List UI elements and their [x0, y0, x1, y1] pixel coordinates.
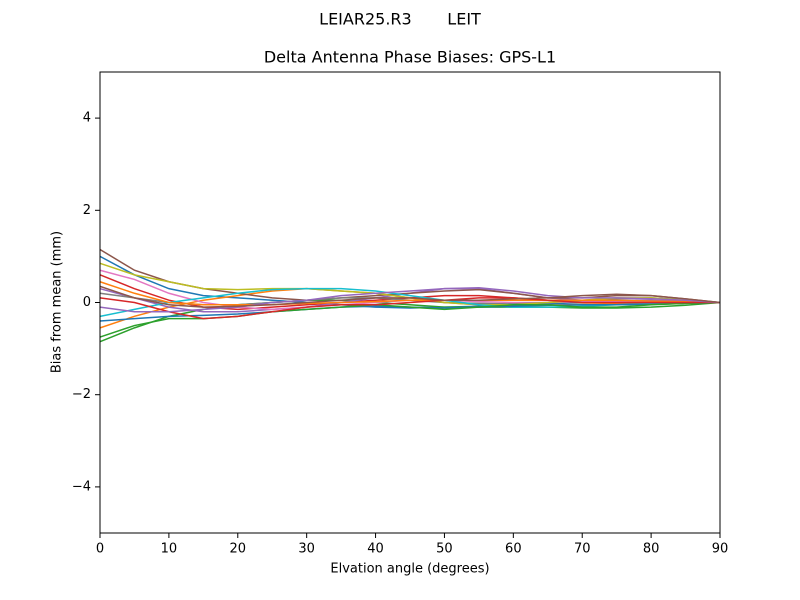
x-tick-label: 70 — [574, 542, 591, 557]
x-tick-label: 40 — [367, 542, 384, 557]
y-tick-label: −2 — [72, 387, 91, 402]
x-tick-label: 90 — [712, 542, 729, 557]
data-line — [99, 281, 721, 306]
x-tick-label: 20 — [230, 542, 247, 557]
x-tick-label: 10 — [161, 542, 178, 557]
x-tick-label: 80 — [643, 542, 660, 557]
y-tick-label: −4 — [72, 479, 91, 494]
chart-title: Delta Antenna Phase Biases: GPS-L1 — [264, 48, 556, 67]
x-tick-label: 60 — [505, 542, 522, 557]
data-line — [99, 285, 721, 308]
data-line — [99, 297, 720, 320]
plot-area — [99, 248, 721, 343]
y-tick-label: 4 — [83, 111, 91, 126]
x-tick-label: 0 — [96, 542, 104, 557]
x-axis-label: Elvation angle (degrees) — [330, 562, 489, 577]
suptitle: LEIAR25.R3 LEIT — [319, 10, 481, 29]
y-axis-label: Bias from mean (mm) — [50, 231, 65, 373]
x-tick-label: 50 — [436, 542, 453, 557]
y-tick-label: 2 — [83, 203, 91, 218]
y-tick-label: 0 — [83, 295, 91, 310]
x-tick-label: 30 — [298, 542, 315, 557]
data-line — [99, 286, 721, 313]
